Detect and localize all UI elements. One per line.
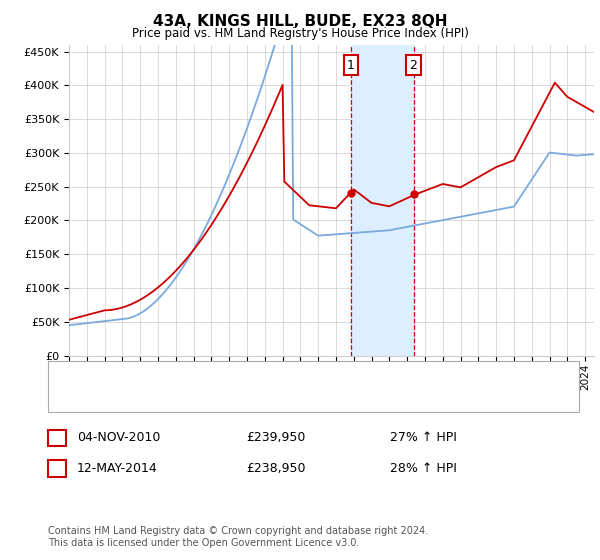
Text: Contains HM Land Registry data © Crown copyright and database right 2024.
This d: Contains HM Land Registry data © Crown c…	[48, 526, 428, 548]
Text: 2: 2	[53, 462, 61, 475]
Bar	[351, 45, 413, 356]
Text: HPI: Average price, semi-detached house, Cornwall: HPI: Average price, semi-detached house,…	[100, 393, 385, 403]
Text: 28% ↑ HPI: 28% ↑ HPI	[390, 462, 457, 475]
Text: 27% ↑ HPI: 27% ↑ HPI	[390, 431, 457, 445]
Text: £239,950: £239,950	[246, 431, 305, 445]
Text: 04-NOV-2010: 04-NOV-2010	[77, 431, 160, 445]
Text: 1: 1	[53, 431, 61, 445]
Text: 12-MAY-2014: 12-MAY-2014	[77, 462, 158, 475]
Text: 43A, KINGS HILL, BUDE, EX23 8QH (semi-detached house): 43A, KINGS HILL, BUDE, EX23 8QH (semi-de…	[100, 370, 425, 380]
Text: 1: 1	[347, 58, 355, 72]
Text: £238,950: £238,950	[246, 462, 305, 475]
Text: 2: 2	[410, 58, 418, 72]
Text: Price paid vs. HM Land Registry's House Price Index (HPI): Price paid vs. HM Land Registry's House …	[131, 27, 469, 40]
Text: 43A, KINGS HILL, BUDE, EX23 8QH: 43A, KINGS HILL, BUDE, EX23 8QH	[153, 14, 447, 29]
